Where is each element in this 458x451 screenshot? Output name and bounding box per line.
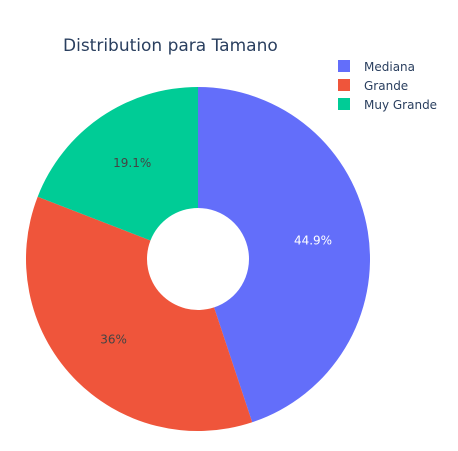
legend-label: Muy Grande (364, 98, 437, 112)
legend-swatch (338, 98, 350, 110)
legend-label: Mediana (364, 60, 415, 74)
slice-percent-label: 36% (100, 332, 127, 346)
slice-percent-label: 44.9% (294, 233, 332, 247)
legend-item-grande[interactable]: Grande (338, 79, 408, 93)
legend-label: Grande (364, 79, 408, 93)
legend-item-muy-grande[interactable]: Muy Grande (338, 98, 437, 112)
legend-swatch (338, 60, 350, 72)
slice-mediana[interactable] (198, 87, 370, 423)
chart-title: Distribution para Tamano (63, 36, 278, 56)
legend-item-mediana[interactable]: Mediana (338, 60, 415, 74)
legend-swatch (338, 79, 350, 91)
slice-muy-grande[interactable] (37, 87, 198, 241)
slice-labels-group: 44.9% 36% 19.1% (100, 156, 332, 346)
slices-group (26, 87, 370, 431)
legend: Mediana Grande Muy Grande (338, 60, 437, 112)
slice-grande[interactable] (26, 196, 253, 431)
slice-percent-label: 19.1% (113, 156, 151, 170)
